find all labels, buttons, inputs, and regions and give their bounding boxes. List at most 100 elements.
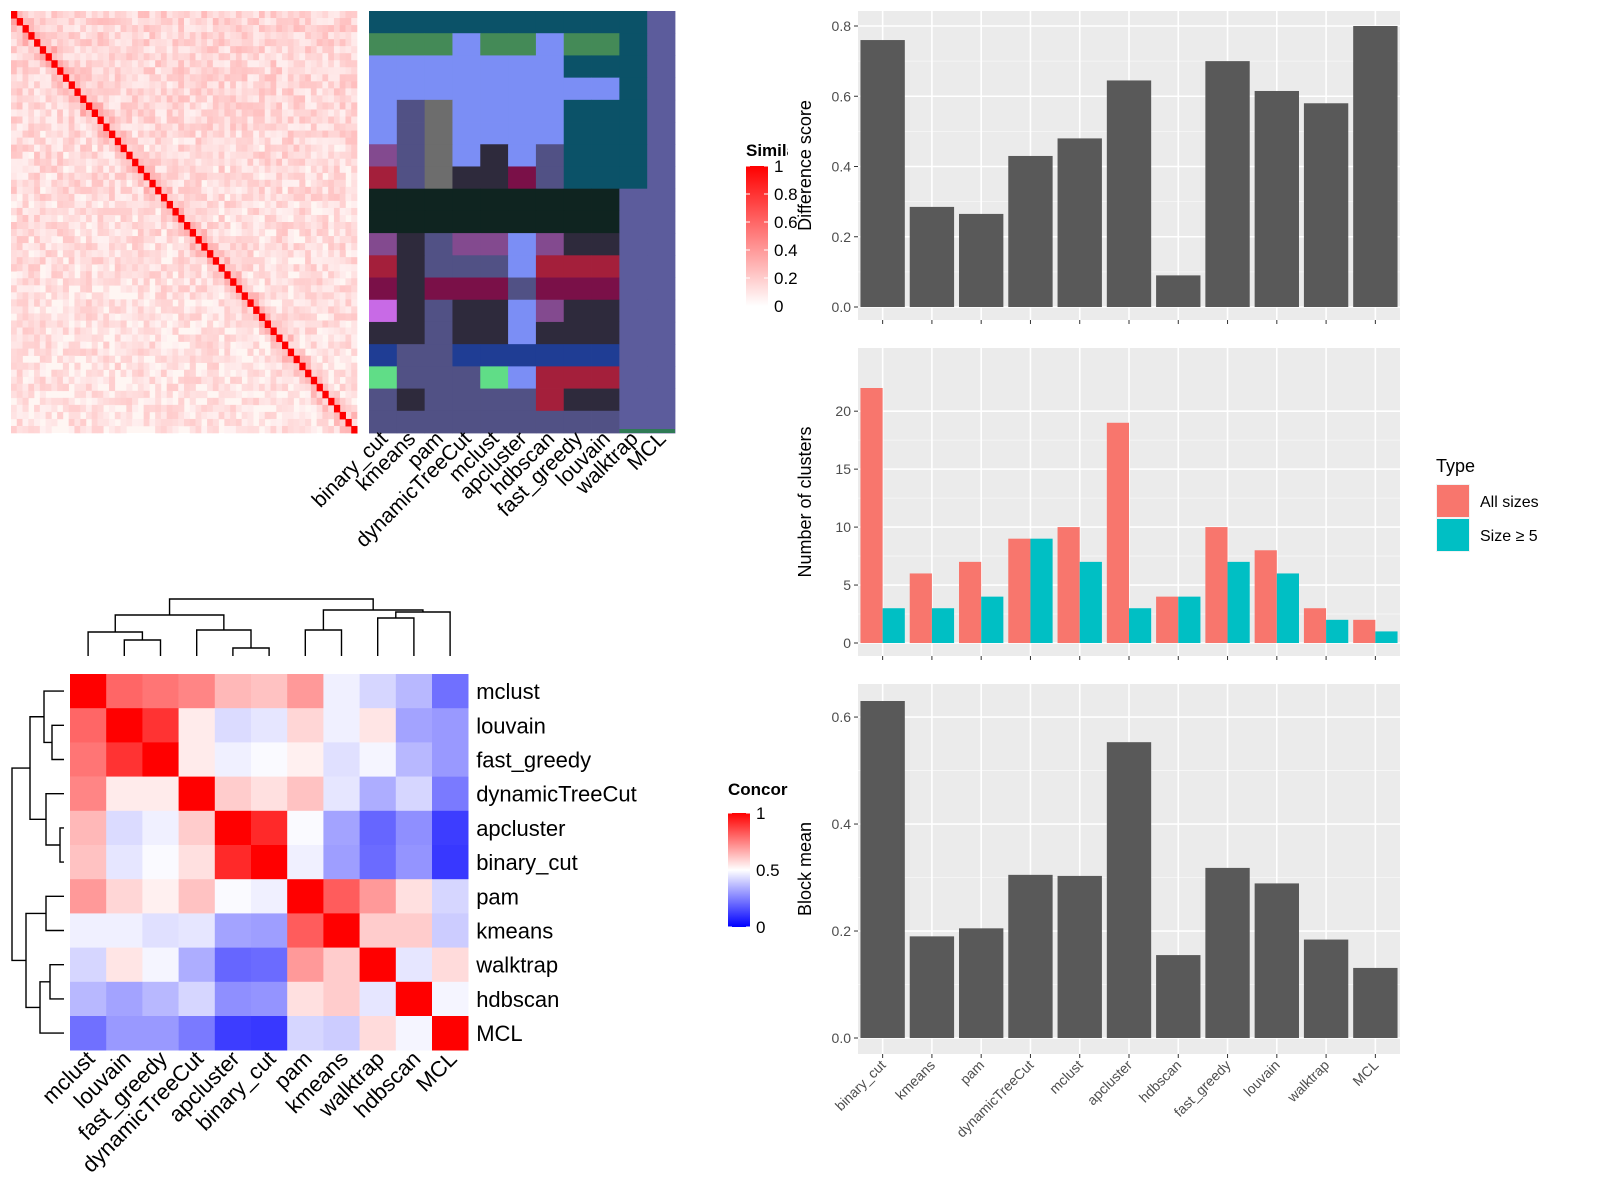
similarity-cell <box>109 116 116 124</box>
similarity-cell <box>345 151 352 159</box>
similarity-cell <box>34 25 41 33</box>
similarity-cell <box>39 179 46 188</box>
similarity-cell <box>195 285 202 293</box>
similarity-cell <box>57 243 64 251</box>
similarity-cell <box>189 25 196 33</box>
similarity-cell <box>16 369 23 378</box>
similarity-cell <box>120 32 127 40</box>
cluster-label-cell <box>452 11 481 34</box>
similarity-cell <box>51 418 58 427</box>
similarity-cell <box>247 81 254 89</box>
similarity-cell <box>120 158 127 167</box>
similarity-cell <box>293 186 300 195</box>
similarity-diagonal-cell <box>224 271 231 279</box>
similarity-cell <box>282 236 289 244</box>
similarity-cell <box>11 327 18 335</box>
cluster-label-cell <box>508 277 537 301</box>
similarity-cell <box>299 179 306 188</box>
similarity-cell <box>184 264 191 272</box>
similarity-cell <box>282 229 289 237</box>
similarity-cell <box>132 32 139 40</box>
similarity-cell <box>155 418 162 427</box>
similarity-cell <box>351 60 358 68</box>
similarity-cell <box>11 32 18 40</box>
similarity-cell <box>282 116 289 124</box>
similarity-cell <box>345 137 352 145</box>
similarity-cell <box>149 53 156 61</box>
concordance-cell <box>106 981 143 1017</box>
similarity-cell <box>114 123 121 131</box>
similarity-cell <box>85 236 93 244</box>
similarity-cell <box>91 158 98 167</box>
similarity-cell <box>149 186 156 195</box>
concordance-row-label-apcluster: apcluster <box>476 816 565 841</box>
cluster-label-cell <box>369 233 398 256</box>
similarity-cell <box>97 299 104 307</box>
similarity-cell <box>184 369 191 378</box>
similarity-cell <box>85 116 93 124</box>
similarity-cell <box>212 39 219 47</box>
similarity-cell <box>51 25 58 33</box>
similarity-cell <box>207 369 214 378</box>
similarity-cell <box>247 313 254 321</box>
similarity-cell <box>45 313 52 321</box>
similarity-cell <box>270 60 277 68</box>
similarity-cell <box>16 313 23 321</box>
similarity-diagonal-cell <box>149 179 156 188</box>
similarity-cell <box>345 39 352 47</box>
similarity-cell <box>339 425 346 434</box>
similarity-cell <box>85 327 93 335</box>
cluster-label-cell <box>452 166 481 190</box>
similarity-cell <box>270 193 277 202</box>
similarity-cell <box>241 137 248 145</box>
similarity-cell <box>109 53 116 61</box>
similarity-cell <box>34 404 41 413</box>
similarity-cell <box>287 109 294 117</box>
similarity-cell <box>22 200 29 209</box>
concordance-cell <box>395 879 433 914</box>
concordance-cell <box>251 879 288 914</box>
similarity-cell <box>218 151 225 159</box>
similarity-cell <box>103 278 110 286</box>
similarity-cell <box>207 320 214 328</box>
similarity-cell <box>34 144 41 152</box>
similarity-cell <box>143 278 150 286</box>
dendrogram-branch <box>45 793 64 846</box>
similarity-cell <box>34 18 41 26</box>
similarity-cell <box>149 236 156 244</box>
similarity-cell <box>282 369 289 378</box>
bar-size-ge-5-binary_cut <box>882 608 905 643</box>
x-tick-label-mclust: mclust <box>1046 1057 1086 1097</box>
similarity-cell <box>11 102 18 110</box>
similarity-cell <box>345 383 352 392</box>
similarity-cell <box>247 165 254 174</box>
similarity-cell <box>333 250 340 258</box>
similarity-cell <box>253 320 260 328</box>
similarity-cell <box>109 418 116 427</box>
similarity-cell <box>103 74 110 82</box>
similarity-cell <box>166 313 173 321</box>
similarity-cell <box>328 74 335 82</box>
type-legend-label: Size ≥ 5 <box>1480 528 1538 545</box>
similarity-cell <box>224 236 231 244</box>
similarity-cell <box>293 123 300 131</box>
similarity-cell <box>97 418 104 427</box>
similarity-cell <box>276 32 283 40</box>
similarity-cell <box>172 362 179 370</box>
similarity-cell <box>178 39 185 47</box>
similarity-cell <box>264 397 271 406</box>
similarity-cell <box>172 18 179 26</box>
similarity-cell <box>57 320 64 328</box>
similarity-cell <box>218 123 225 131</box>
similarity-cell <box>80 11 87 19</box>
similarity-cell <box>282 32 289 40</box>
similarity-cell <box>103 250 110 258</box>
similarity-cell <box>16 151 23 159</box>
similarity-cell <box>120 355 127 363</box>
similarity-cell <box>126 193 133 202</box>
similarity-cell <box>270 11 277 19</box>
cluster-label-cell <box>396 277 426 301</box>
similarity-cell <box>22 425 29 434</box>
similarity-cell <box>270 222 277 230</box>
similarity-cell <box>45 207 52 216</box>
